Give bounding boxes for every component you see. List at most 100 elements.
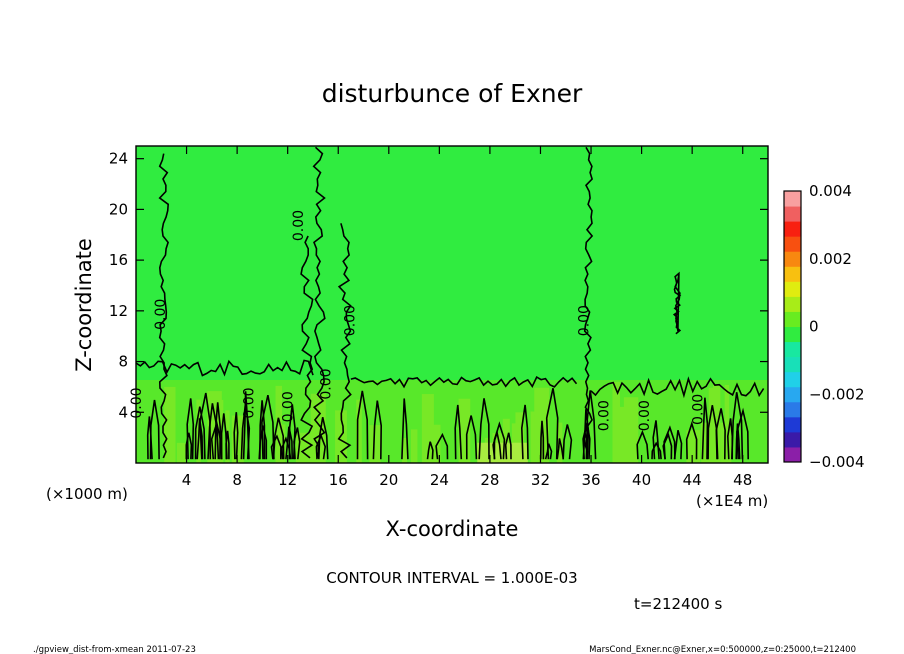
contour-line xyxy=(337,223,352,459)
contour-line xyxy=(199,392,212,460)
colorbar-swatch xyxy=(784,191,801,207)
contour-line xyxy=(544,443,553,460)
y-axis-label: Z-coordinate xyxy=(72,238,96,372)
contour-line xyxy=(465,415,478,460)
contour-line xyxy=(582,422,591,460)
footer-right: MarsCond_Exner.nc@Exner,x=0:500000,z=0:2… xyxy=(589,645,856,654)
contour-line xyxy=(356,390,369,460)
contour-line xyxy=(504,432,512,460)
contour-line xyxy=(701,397,709,460)
x-tick-label: 44 xyxy=(683,471,702,489)
zero-contours xyxy=(135,146,765,460)
field-patch xyxy=(477,442,528,463)
x-axis-label: X-coordinate xyxy=(386,517,519,541)
contour-line xyxy=(196,418,204,460)
contour-line xyxy=(318,417,329,460)
contour-label: 0.00 xyxy=(129,387,145,418)
footer-left: ./gpview_dist-from-xmean 2011-07-23 xyxy=(33,645,196,654)
chart-title: disturbunce of Exner xyxy=(322,79,583,108)
field-patch xyxy=(176,442,186,463)
contour-line xyxy=(207,403,220,460)
contour-line xyxy=(426,441,434,460)
field-patch xyxy=(410,429,418,463)
colorbar-swatch xyxy=(784,386,801,403)
contour-line xyxy=(146,416,153,460)
field-patch xyxy=(530,411,537,463)
contour-line xyxy=(651,441,662,460)
contour-line xyxy=(288,404,296,460)
x-tick-label: 8 xyxy=(232,471,242,489)
contour-line xyxy=(300,235,314,459)
contour-line xyxy=(545,388,559,460)
contour-line xyxy=(312,146,326,459)
contour-label: 0.00 xyxy=(343,305,359,336)
contour-line xyxy=(135,359,314,377)
field-patch xyxy=(720,422,732,463)
contour-line xyxy=(242,391,250,460)
colorbar-swatch xyxy=(784,266,801,282)
contour-line xyxy=(258,425,268,460)
contour-line xyxy=(672,271,682,335)
plot-frame xyxy=(135,145,769,464)
field-patch xyxy=(401,437,408,463)
contour-line xyxy=(673,429,683,460)
contour-line xyxy=(726,418,734,460)
colorbar-label: 0.002 xyxy=(809,250,852,268)
contour-line xyxy=(194,406,206,460)
colorbar-swatch xyxy=(784,356,801,373)
contour-line xyxy=(158,153,170,459)
contour-line xyxy=(662,432,673,460)
field-lower-band xyxy=(136,380,768,463)
colorbar xyxy=(783,190,802,463)
x-unit-right: (×1E4 m) xyxy=(696,492,768,510)
contour-label: 0.00 xyxy=(577,305,593,336)
contour-line xyxy=(272,417,285,460)
contour-line xyxy=(350,375,578,389)
contour-line xyxy=(636,429,649,460)
field-patch xyxy=(369,425,381,463)
contour-label: 0.00 xyxy=(291,210,307,241)
contour-line xyxy=(539,420,545,460)
y-axis-ticks: 4 8 12 16 20 24 xyxy=(109,150,768,421)
contour-line xyxy=(435,432,449,460)
y-tick-label: 12 xyxy=(109,302,128,320)
x-tick-label: 12 xyxy=(278,471,297,489)
colorbar-swatch xyxy=(784,401,801,418)
x-tick-label: 20 xyxy=(379,471,398,489)
contour-line xyxy=(562,424,573,460)
contour-label: 0.00 xyxy=(242,387,258,418)
contour-line xyxy=(652,420,660,460)
x-tick-label: 16 xyxy=(329,471,348,489)
x-tick-label: 40 xyxy=(632,471,651,489)
y-tick-label: 8 xyxy=(118,353,128,371)
contour-line xyxy=(736,407,749,460)
colorbar-swatch xyxy=(784,431,801,448)
contour-line xyxy=(220,413,228,460)
contour-line xyxy=(233,412,239,460)
contour-label: 0.00 xyxy=(153,299,169,330)
contour-line xyxy=(583,146,594,458)
colorbar-swatch xyxy=(784,206,801,222)
plot-area: 0.00 0.00 0.00 0.00 0.00 0.00 0.00 0.00 0.00 0.00… xyxy=(109,145,769,489)
field-patch xyxy=(458,398,471,463)
field-patch xyxy=(315,393,321,463)
contour-line xyxy=(663,425,676,460)
y-tick-label: 16 xyxy=(109,251,128,269)
colorbar-swatch xyxy=(784,326,801,343)
y-tick-label: 4 xyxy=(118,403,128,421)
y-tick-label: 24 xyxy=(109,150,128,168)
x-tick-label: 24 xyxy=(430,471,449,489)
contour-label: 0.00 xyxy=(637,400,653,431)
contour-line xyxy=(685,421,698,460)
colorbar-frame xyxy=(783,190,802,463)
field-patch xyxy=(623,397,639,463)
colorbar-labels: 0.004 0.002 0 −0.002 −0.004 xyxy=(809,182,865,471)
contour-line xyxy=(493,421,506,460)
contour-line xyxy=(590,376,765,399)
contour-line xyxy=(556,438,565,460)
x-tick-label: 36 xyxy=(581,471,600,489)
x-unit-left: (×1000 m) xyxy=(46,485,128,503)
contour-line xyxy=(585,390,597,460)
contour-line xyxy=(454,404,463,460)
